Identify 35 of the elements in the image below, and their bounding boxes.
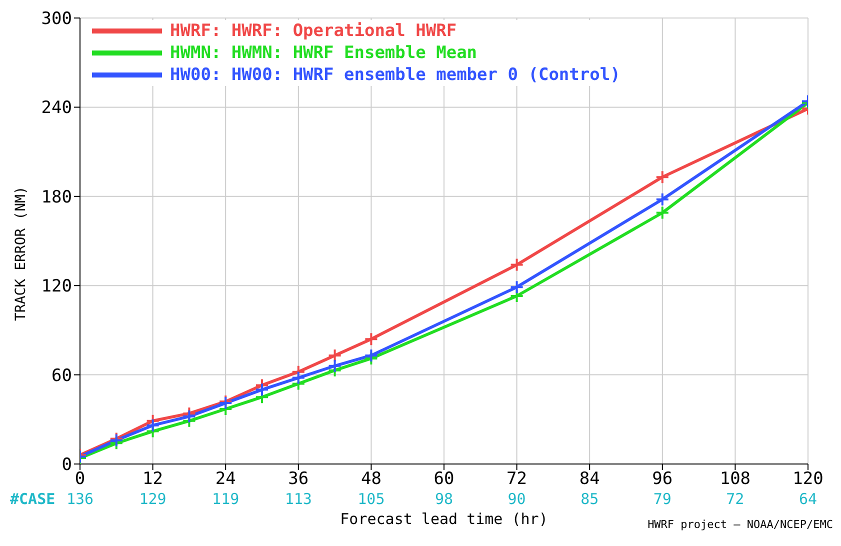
text: 72	[725, 490, 746, 508]
x-tick-label: 96	[652, 469, 673, 490]
text: 136	[66, 490, 94, 508]
text: 105	[356, 490, 386, 508]
x-tick-label: 48	[360, 469, 382, 490]
y-tick-label: 300	[41, 9, 72, 30]
x-tick-label: 36	[288, 469, 309, 490]
x-tick-label: 120	[792, 469, 824, 490]
y-tick-label: 180	[41, 187, 72, 208]
x-tick-label: 24	[215, 469, 236, 490]
x-tick-label: 72	[506, 469, 528, 490]
legend-label: HW00: HW00: HWRF ensemble member 0 (Control)	[170, 64, 620, 86]
y-tick-label: 120	[41, 276, 72, 297]
x-tick-label: 84	[579, 469, 600, 490]
x-tick-label: 108	[720, 469, 751, 490]
y-tick-label: 60	[52, 366, 72, 386]
y-axis-title: TRACK ERROR (NM)	[12, 186, 29, 321]
text: 98	[434, 490, 454, 508]
x-tick-label: 60	[434, 469, 454, 490]
y-tick-label: 0	[62, 455, 72, 476]
legend-label: HWMN: HWMN: HWRF Ensemble Mean	[170, 42, 478, 64]
text: 129	[138, 490, 168, 508]
text: 79	[652, 490, 672, 508]
text: 113	[284, 490, 313, 508]
text: HWRF project — NOAA/NCEP/EMC	[648, 518, 833, 531]
x-tick-label: 0	[74, 469, 86, 490]
x-axis-title: Forecast lead time (hr)	[340, 510, 548, 528]
text: 90	[506, 490, 527, 508]
y-tick-label: 240	[41, 98, 72, 118]
text: #CASE	[10, 490, 56, 508]
text: 85	[580, 490, 600, 508]
text: 64	[798, 490, 818, 508]
text: 119	[211, 490, 240, 508]
legend-label: HWRF: HWRF: Operational HWRF	[170, 20, 457, 42]
x-tick-label: 12	[142, 469, 164, 490]
